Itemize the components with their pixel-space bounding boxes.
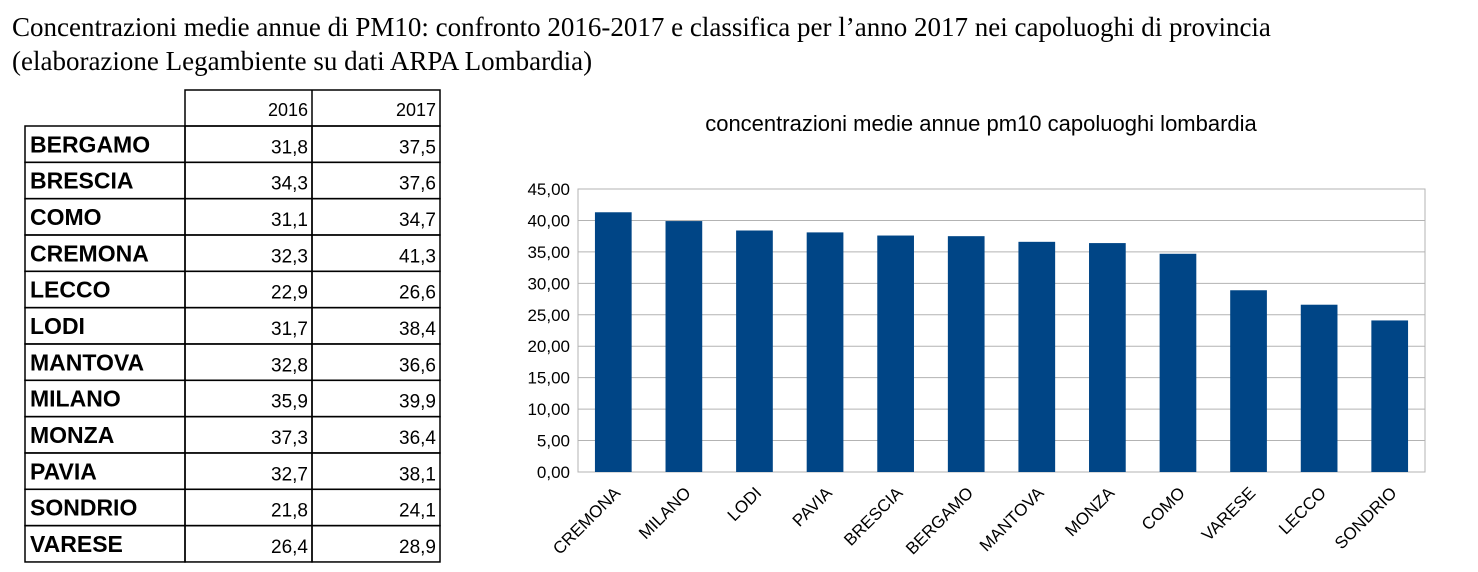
bar: [1300, 304, 1338, 472]
table-value: 37,3: [271, 428, 308, 449]
bar: [806, 232, 844, 472]
y-tick-label: 25,00: [527, 306, 570, 325]
y-tick-label: 20,00: [527, 337, 570, 356]
table-value: 31,7: [271, 319, 308, 340]
row-label: VARESE: [30, 531, 123, 557]
row-label: MILANO: [30, 386, 121, 412]
row-label: PAVIA: [30, 458, 97, 484]
table-value: 24,1: [399, 501, 436, 522]
table-value: 32,3: [271, 246, 308, 267]
table-value: 31,8: [271, 137, 308, 158]
bar: [947, 236, 985, 472]
y-tick-label: 0,00: [537, 463, 570, 482]
table-value: 21,8: [271, 501, 308, 522]
table-value: 22,9: [271, 283, 308, 304]
bar: [736, 230, 773, 472]
row-label: MONZA: [30, 422, 114, 448]
table-value: 28,9: [399, 537, 436, 558]
bar: [877, 235, 914, 472]
y-tick-label: 40,00: [527, 211, 570, 230]
y-tick-label: 35,00: [527, 243, 570, 262]
x-tick-label: MILANO: [635, 483, 695, 543]
table-value: 38,4: [399, 319, 436, 340]
x-tick-label: BERGAMO: [902, 483, 977, 558]
column-header: 2016: [268, 100, 308, 120]
x-tick-label: LODI: [724, 483, 765, 524]
table-value: 34,3: [271, 174, 308, 195]
row-label: LECCO: [30, 277, 111, 303]
bar: [1089, 243, 1126, 472]
table-value: 37,6: [399, 174, 436, 195]
table-value: 38,1: [399, 464, 436, 485]
row-label: LODI: [30, 313, 85, 339]
row-label: BRESCIA: [30, 168, 134, 194]
x-tick-label: COMO: [1138, 483, 1189, 534]
row-label: COMO: [30, 204, 102, 230]
table-value: 35,9: [271, 392, 308, 413]
table-value: 26,4: [271, 537, 308, 558]
table-value: 36,4: [399, 428, 436, 449]
y-tick-label: 15,00: [527, 369, 570, 388]
x-tick-label: CREMONA: [549, 483, 624, 558]
column-header: 2017: [396, 100, 436, 120]
row-label: SONDRIO: [30, 495, 137, 521]
plot-frame: [577, 188, 1426, 473]
x-tick-label: BRESCIA: [840, 483, 907, 550]
y-tick-label: 5,00: [537, 432, 570, 451]
row-label: BERGAMO: [30, 131, 150, 157]
chart-title: concentrazioni medie annue pm10 capoluog…: [705, 111, 1257, 136]
row-label: MANTOVA: [30, 349, 144, 375]
x-tick-label: VARESE: [1198, 483, 1259, 544]
bar: [1018, 241, 1056, 472]
table: 2016 2017 BERGAMO 31,8 37,5 BRESCIA 34,3 37,6 CO…: [24, 89, 441, 563]
x-tick-label: MONZA: [1061, 483, 1118, 540]
x-tick-label: SONDRIO: [1331, 483, 1401, 553]
bar: [594, 212, 632, 472]
table-value: 26,6: [399, 283, 436, 304]
page-title: Concentrazioni medie annue di PM10: conf…: [12, 12, 1271, 42]
table-value: 32,8: [271, 355, 308, 376]
bar: [1230, 290, 1267, 472]
bar: [665, 221, 703, 472]
table-value: 31,1: [271, 210, 308, 231]
page-subtitle: (elaborazione Legambiente su dati ARPA L…: [12, 46, 592, 76]
table-value: 39,9: [399, 392, 436, 413]
table-value: 32,7: [271, 464, 308, 485]
y-tick-label: 10,00: [527, 400, 570, 419]
table-value: 41,3: [399, 246, 436, 267]
x-tick-label: LECCO: [1275, 483, 1330, 538]
bar: [1371, 320, 1409, 472]
table-value: 36,6: [399, 355, 436, 376]
table-value: 34,7: [399, 210, 436, 231]
bar: [1159, 253, 1197, 472]
x-tick-label: PAVIA: [789, 483, 837, 531]
table-value: 37,5: [399, 137, 436, 158]
x-tick-label: MANTOVA: [976, 483, 1048, 555]
y-tick-label: 45,00: [527, 180, 570, 199]
table-cell: [311, 524, 441, 563]
y-tick-label: 30,00: [527, 274, 570, 293]
row-label: CREMONA: [30, 240, 149, 266]
